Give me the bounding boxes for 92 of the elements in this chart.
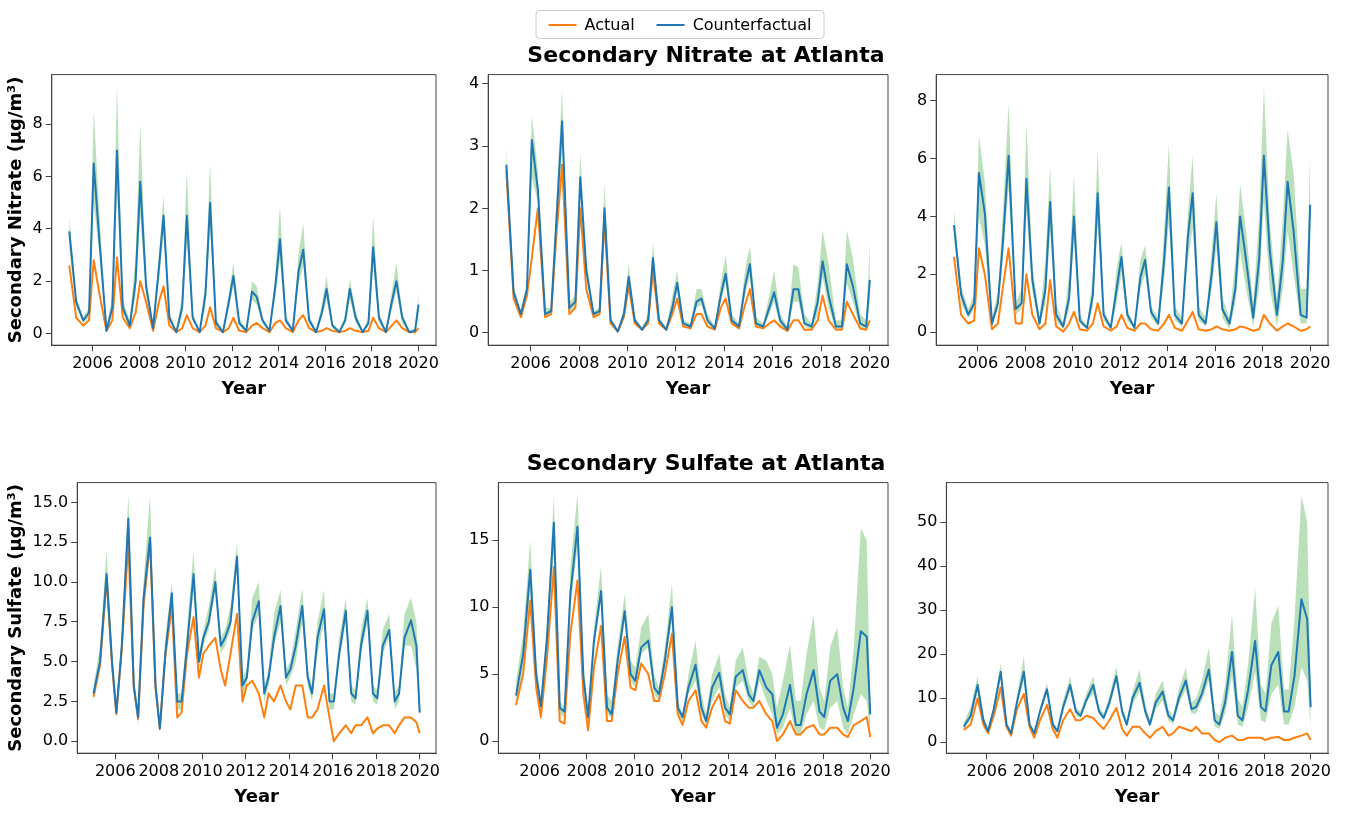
legend-label: Counterfactual [692,15,812,34]
y-tick-label: 2 [916,263,928,283]
x-tick-label: 2014 [1151,760,1193,780]
x-axis-title: Year [1113,784,1160,806]
x-tick-label: 2020 [1289,352,1331,372]
chart-title: Secondary Nitrate at Atlanta [527,42,885,67]
x-tick-label: 2008 [558,352,600,372]
x-tick-label: 2014 [708,760,749,780]
x-tick-label: 2018 [355,760,397,780]
y-tick-label: 15.0 [32,491,69,511]
y-tick-label: 0.0 [42,730,69,750]
x-axis-title: Year [1108,376,1155,398]
y-tick-label: 5.0 [42,650,69,670]
x-tick-label: 2020 [399,760,441,780]
y-tick-label: 0 [468,321,480,341]
y-tick-label: 15 [469,529,490,549]
x-tick-label: 2012 [225,760,267,780]
y-tick-label: 2 [468,197,480,217]
x-tick-label: 2010 [165,352,207,372]
x-tick-label: 2014 [1147,352,1189,372]
x-tick-label: 2010 [1059,760,1100,780]
x-tick-label: 2018 [1242,352,1284,372]
x-tick-label: 2006 [957,352,999,372]
y-tick-label: 0 [32,322,43,342]
x-tick-label: 2014 [258,352,300,372]
x-tick-label: 2010 [607,352,648,372]
legend-label: Actual [584,15,635,34]
y-tick-label: 0 [927,731,938,751]
y-tick-label: 10 [469,596,490,616]
x-tick-label: 2012 [661,760,702,780]
x-tick-label: 2014 [268,760,310,780]
y-tick-label: 5 [479,663,490,683]
y-tick-label: 4 [32,218,43,238]
y-tick-label: 7.5 [42,611,69,631]
x-tick-label: 2006 [966,760,1008,780]
y-tick-label: 12.5 [32,531,69,551]
y-tick-label: 10 [917,687,938,707]
x-axis-title: Year [220,376,267,398]
y-axis-title: Secondary Nitrate (µg/m³) [4,76,26,344]
y-tick-label: 10.0 [32,571,69,591]
x-tick-label: 2018 [802,760,844,780]
x-tick-label: 2018 [1244,760,1285,780]
y-tick-label: 20 [917,643,938,663]
x-tick-label: 2008 [138,760,180,780]
x-tick-label: 2012 [1105,760,1146,780]
y-tick-label: 8 [32,113,43,133]
x-tick-label: 2016 [1194,352,1236,372]
y-tick-label: 2 [32,270,43,290]
y-tick-label: 4 [468,73,480,93]
x-tick-label: 2020 [849,760,891,780]
x-tick-label: 2018 [351,352,393,372]
x-tick-label: 2016 [752,352,794,372]
x-tick-label: 2014 [704,352,745,372]
x-tick-label: 2012 [655,352,697,372]
y-tick-label: 0 [479,730,490,750]
x-tick-label: 2010 [1052,352,1094,372]
x-tick-label: 2020 [849,352,891,372]
x-tick-label: 2008 [1004,352,1046,372]
y-tick-label: 30 [917,599,938,619]
x-tick-label: 2010 [181,760,223,780]
y-tick-label: 6 [916,147,928,167]
x-tick-label: 2012 [1099,352,1141,372]
x-axis-title: Year [664,376,711,398]
x-tick-label: 2020 [398,352,439,372]
x-tick-label: 2006 [519,760,561,780]
y-tick-label: 3 [468,135,480,155]
x-tick-label: 2010 [613,760,655,780]
x-tick-label: 2006 [510,352,551,372]
y-tick-label: 50 [917,511,938,531]
y-tick-label: 8 [916,89,928,109]
x-axis-title: Year [669,784,716,806]
chart-title: Secondary Sulfate at Atlanta [526,450,886,475]
y-tick-label: 40 [917,555,938,575]
x-tick-label: 2020 [1290,760,1332,780]
x-tick-label: 2016 [1197,760,1239,780]
x-tick-label: 2008 [118,352,160,372]
x-tick-label: 2018 [801,352,842,372]
x-tick-label: 2016 [312,760,354,780]
y-tick-label: 4 [916,205,928,225]
x-tick-label: 2008 [566,760,608,780]
x-tick-label: 2012 [211,352,253,372]
y-tick-label: 1 [468,259,480,279]
x-tick-label: 2006 [94,760,136,780]
y-axis-title: Secondary Sulfate (µg/m³) [4,484,26,752]
x-tick-label: 2006 [72,352,113,372]
x-tick-label: 2008 [1012,760,1054,780]
x-tick-label: 2016 [305,352,346,372]
y-tick-label: 6 [32,165,43,185]
x-tick-label: 2016 [755,760,797,780]
y-tick-label: 0 [916,321,928,341]
x-axis-title: Year [233,784,280,806]
y-tick-label: 2.5 [42,690,69,710]
